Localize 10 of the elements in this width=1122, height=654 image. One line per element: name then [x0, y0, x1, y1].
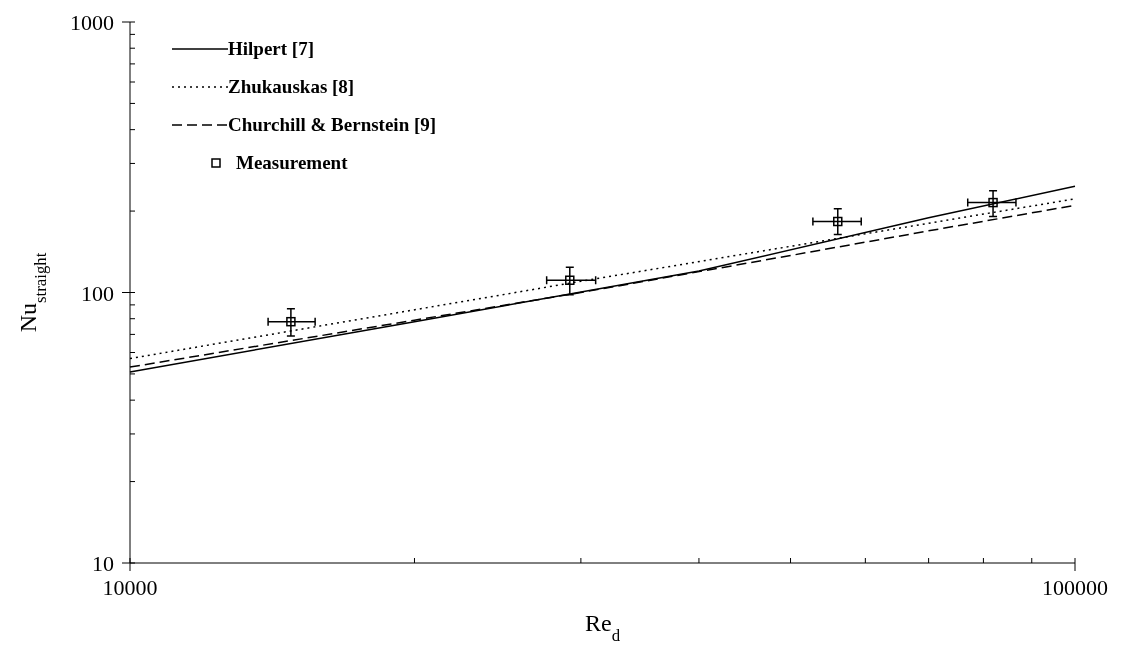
x-tick-label: 100000: [1042, 575, 1108, 600]
legend-label: Churchill & Bernstein [9]: [228, 114, 437, 135]
x-tick-label: 10000: [102, 575, 158, 600]
y-tick-label: 1000: [70, 10, 114, 35]
y-tick-label: 10: [92, 551, 114, 576]
x-axis-title: Re$_{d}$: [584, 610, 621, 645]
y-tick-label: 100: [81, 280, 114, 306]
legend-label: Zhukauskas [8]: [228, 76, 355, 97]
legend-label: Measurement: [236, 152, 349, 173]
legend-label: Hilpert [7]: [228, 38, 315, 59]
